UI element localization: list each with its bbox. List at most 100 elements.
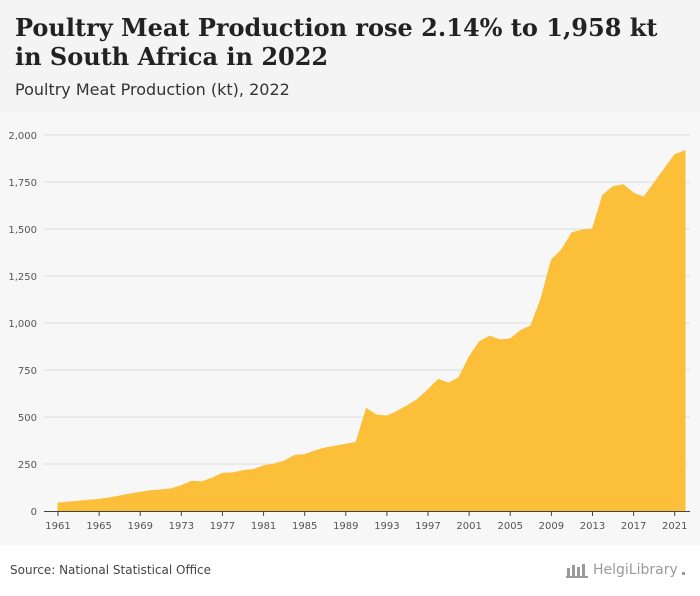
data-point (303, 453, 305, 455)
data-point (663, 168, 665, 170)
y-tick-label: 1,000 (8, 319, 37, 330)
data-point (57, 502, 59, 504)
data-point (242, 469, 244, 471)
x-tick-label: 1977 (210, 521, 235, 532)
data-point (684, 150, 686, 152)
y-tick-label: 250 (18, 460, 37, 471)
data-point (386, 415, 388, 417)
data-point (201, 481, 203, 483)
chart-title: Poultry Meat Production rose 2.14% to 1,… (15, 13, 658, 71)
data-point (571, 232, 573, 234)
data-point (643, 196, 645, 198)
brand-dot (681, 572, 685, 575)
data-point (581, 229, 583, 231)
data-point (458, 376, 460, 378)
data-point (550, 259, 552, 261)
data-point (129, 493, 131, 495)
x-tick-label: 1997 (415, 521, 440, 532)
data-point (602, 194, 604, 196)
x-tick-label: 2013 (580, 521, 605, 532)
data-point (108, 497, 110, 499)
data-point (396, 410, 398, 412)
y-tick-label: 500 (18, 413, 37, 424)
data-point (447, 382, 449, 384)
data-point (653, 182, 655, 184)
x-tick-label: 1989 (333, 521, 358, 532)
data-point (355, 441, 357, 443)
y-tick-label: 2,000 (8, 131, 37, 142)
data-point (180, 484, 182, 486)
data-point (560, 248, 562, 250)
data-point (519, 329, 521, 331)
data-point (221, 472, 223, 474)
library-building-icon (566, 564, 588, 578)
series-layer (57, 150, 686, 512)
header: Poultry Meat Production rose 2.14% to 1,… (0, 0, 700, 113)
data-point (478, 341, 480, 343)
data-point (489, 335, 491, 337)
data-point (540, 297, 542, 299)
data-point (283, 460, 285, 462)
x-tick-label: 1973 (169, 521, 194, 532)
data-point (98, 498, 100, 500)
chart-subtitle: Poultry Meat Production (kt), 2022 (15, 80, 290, 99)
chart-area: 0 250 500 750 1,000 1,250 1,500 1,750 2,000 1961… (8, 131, 690, 532)
y-tick-label: 750 (18, 366, 37, 377)
x-tick-label: 2001 (456, 521, 481, 532)
data-point (273, 463, 275, 465)
data-point (160, 489, 162, 491)
x-tick-label: 1969 (128, 521, 153, 532)
data-point (612, 186, 614, 188)
x-tick-label: 1981 (251, 521, 276, 532)
data-point (232, 472, 234, 474)
data-point (252, 468, 254, 470)
y-tick-label: 0 (31, 507, 37, 518)
data-point (262, 465, 264, 467)
data-point (468, 356, 470, 358)
data-point (499, 339, 501, 341)
data-point (530, 325, 532, 327)
data-point (427, 389, 429, 391)
data-point (406, 405, 408, 407)
data-point (314, 450, 316, 452)
data-point (622, 184, 624, 186)
x-tick-label: 2021 (662, 521, 687, 532)
y-tick-label: 1,750 (8, 178, 37, 189)
data-point (591, 228, 593, 230)
data-point (324, 447, 326, 449)
data-point (77, 500, 79, 502)
data-point (417, 398, 419, 400)
data-point (293, 454, 295, 456)
area-series (57, 150, 686, 512)
data-point (437, 378, 439, 380)
x-tick-label: 1965 (86, 521, 111, 532)
x-axis: 1961 1965 1969 1973 1977 1981 1985 1989 1993 1997… (44, 511, 690, 532)
source-note: Source: National Statistical Office (10, 563, 212, 577)
data-point (345, 443, 347, 445)
data-point (139, 491, 141, 493)
x-tick-label: 2017 (621, 521, 646, 532)
data-point (632, 192, 634, 194)
y-axis: 0 250 500 750 1,000 1,250 1,500 1,750 2,000 (8, 131, 37, 518)
data-point (88, 499, 90, 501)
data-point (365, 407, 367, 409)
brand-text: HelgiLibrary (593, 562, 678, 578)
data-point (211, 477, 213, 479)
x-tick-label: 1985 (292, 521, 317, 532)
data-point (674, 154, 676, 156)
data-point (334, 445, 336, 447)
x-tick-label: 2009 (539, 521, 564, 532)
x-tick-label: 2005 (498, 521, 523, 532)
data-point (509, 338, 511, 340)
y-tick-label: 1,500 (8, 225, 37, 236)
data-point (170, 488, 172, 490)
data-point (375, 414, 377, 416)
data-point (118, 495, 120, 497)
x-tick-label: 1961 (45, 521, 70, 532)
data-point (149, 490, 151, 492)
data-point (190, 480, 192, 482)
data-point (67, 501, 69, 503)
y-tick-label: 1,250 (8, 272, 37, 283)
brand-logo[interactable]: HelgiLibrary (566, 562, 685, 578)
x-tick-label: 1993 (374, 521, 399, 532)
